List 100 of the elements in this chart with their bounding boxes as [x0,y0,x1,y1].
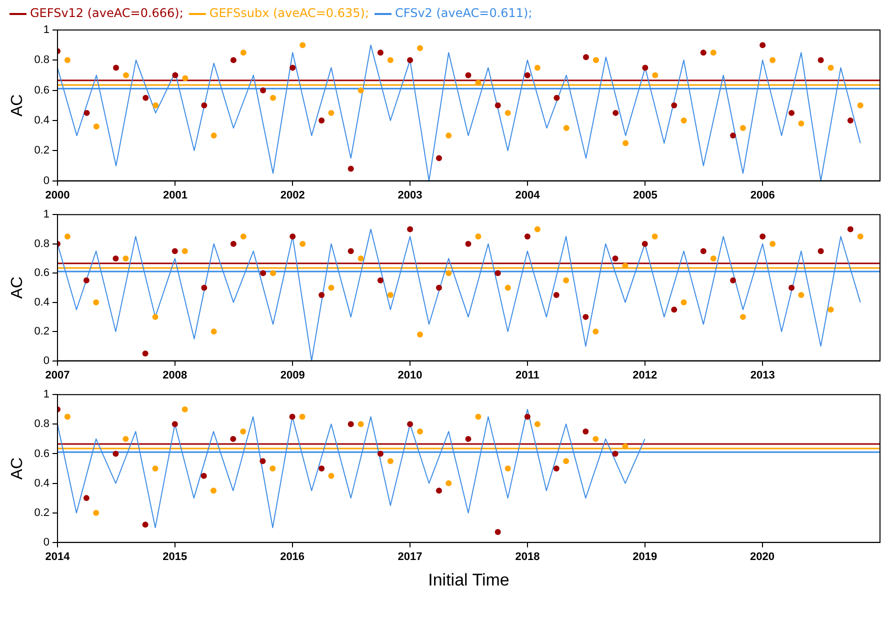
point [582,54,589,60]
point [358,87,364,94]
point [260,87,266,94]
legend-label: GEFSv12 (aveAC=0.666); [30,6,184,20]
x-tick-label: 2003 [398,189,422,202]
point [230,436,236,442]
point [377,277,384,284]
point [671,306,678,313]
y-axis-title: AC [9,276,26,299]
y-tick-label: 1 [43,388,50,401]
point [770,57,776,64]
x-tick-label: 2011 [516,369,540,382]
point [857,102,864,108]
point [592,57,599,64]
point [290,64,296,71]
point [563,277,570,284]
point [828,64,834,71]
legend-label: CFSv2 (aveAC=0.611); [395,6,532,20]
point [710,255,716,262]
y-tick-label: 0.2 [34,506,50,519]
point [465,436,472,442]
point [172,248,178,254]
point [84,110,90,116]
point [652,234,658,240]
point [730,132,736,139]
point [407,421,414,428]
x-tick-label: 2012 [632,369,658,382]
point [93,124,100,130]
x-tick-label: 2016 [280,551,305,564]
point [387,57,394,64]
point [740,314,746,320]
point [563,458,570,464]
point [446,132,452,139]
y-tick-label: 0.2 [34,144,50,157]
point [300,240,306,247]
point [152,102,159,108]
point [652,72,658,78]
point [387,292,394,298]
point [182,248,188,254]
point [436,155,442,162]
point [553,292,560,298]
y-axis-title: AC [9,457,26,480]
point [504,284,511,291]
point [93,510,100,516]
point [740,125,746,132]
point [172,72,178,78]
point [592,436,599,442]
point [348,166,354,172]
x-tick-label: 2006 [750,189,775,202]
y-tick-label: 0.6 [34,448,50,460]
point [318,117,325,124]
point [260,458,266,464]
point [436,488,442,494]
point [436,284,442,291]
point [112,450,119,457]
point [582,428,589,435]
point [210,328,217,335]
point [446,480,452,486]
x-tick-label: 2000 [45,189,70,202]
y-tick-label: 0.8 [34,54,50,66]
x-tick-label: 2017 [398,551,422,564]
point [200,472,207,479]
y-tick-label: 0.8 [34,418,50,430]
point [700,50,706,56]
point [465,240,472,247]
point [553,466,560,472]
point [524,72,530,78]
point [760,42,766,48]
point [828,306,834,313]
point [377,450,384,457]
point [798,120,804,126]
point [563,125,570,132]
y-tick-label: 0.8 [34,238,50,250]
y-tick-label: 0.6 [34,267,50,280]
point [494,102,501,108]
point [230,240,236,247]
point [358,421,364,428]
x-tick-label: 2002 [280,189,305,202]
point [240,234,246,240]
point [142,522,148,528]
point [240,428,246,435]
point [328,472,334,479]
point [475,234,482,240]
point [64,57,70,64]
point [407,226,414,232]
point [348,421,354,428]
point [348,248,354,254]
x-tick-label: 2004 [515,189,541,202]
point [182,406,188,412]
y-axis-title: AC [9,94,26,117]
point [622,262,628,269]
x-tick-label: 2007 [45,369,70,382]
x-tick-label: 2008 [162,369,188,382]
point [504,466,511,472]
point [260,270,266,276]
point [417,45,424,52]
point [210,488,216,494]
point [182,75,188,82]
point [83,495,90,502]
point [494,270,501,276]
